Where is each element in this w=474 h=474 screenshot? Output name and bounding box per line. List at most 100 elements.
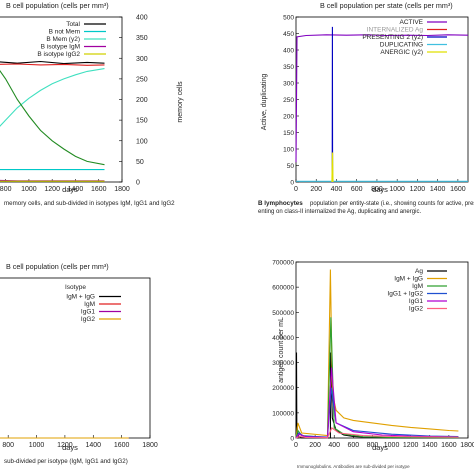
y-tick-label: 50: [287, 163, 295, 170]
chart-panel-3: 800 1000 1200 1400 1600 1800 B cell population…: [0, 262, 158, 465]
x-tick-label: 1000: [29, 442, 45, 449]
x-tick-label: 800: [0, 186, 12, 193]
series-line-total: [0, 60, 105, 65]
chart-title: B cell population (cells per mm³): [6, 262, 109, 271]
legend-label: IgG1: [409, 298, 423, 305]
y-tick-label: 700000: [272, 260, 294, 267]
y-tick-label: 250: [283, 97, 294, 104]
legend-label: IgM: [84, 301, 95, 308]
series-line-igg1: [295, 367, 459, 439]
x-tick-label: 1000: [384, 442, 400, 449]
legend-label: IgM: [412, 283, 423, 290]
y-tick-label: 500: [283, 15, 294, 22]
legend-label: B isotype IgM: [41, 44, 80, 51]
y-right-tick-label: 150: [136, 118, 148, 125]
y-right-tick-label: 400: [136, 15, 148, 22]
y-tick-label: 100: [283, 147, 294, 154]
x-tick-label: 400: [331, 186, 343, 193]
series-line-active: [295, 34, 469, 163]
caption-text-cont: enting on class-II internalized the Ag, …: [258, 209, 421, 215]
x-tick-label: 200: [310, 186, 322, 193]
chart-panel-4: 0 200 400 600 800 1000 1200 1400 1600 1800 0 100000…: [272, 260, 474, 470]
y-tick-label: 350: [283, 64, 294, 71]
x-tick-label: 1600: [450, 186, 466, 193]
x-tick-label: 1400: [430, 186, 446, 193]
x-tick-label: 1200: [44, 186, 60, 193]
y-right-tick-label: 300: [136, 56, 148, 63]
legend-label: IgM + IgG: [66, 294, 95, 301]
series-line-igg2: [295, 427, 459, 439]
x-tick-label: 1600: [114, 442, 130, 449]
legend-label: ANERGIC (y2): [380, 49, 423, 56]
y-axis-label: antigen count per mL: [278, 317, 285, 383]
x-tick-label: 1600: [91, 186, 107, 193]
x-tick-label: 1600: [441, 442, 457, 449]
y-tick-label: 500000: [272, 310, 294, 317]
caption-text: population per entity-state (i.e., showi…: [310, 201, 474, 207]
y-axis-label: Active, duplicating: [261, 74, 268, 131]
y-tick-label: 0: [290, 436, 294, 443]
x-tick-label: 600: [347, 442, 359, 449]
x-tick-label: 200: [309, 442, 321, 449]
x-tick-label: 1000: [21, 186, 37, 193]
legend-label: IgG2: [409, 306, 423, 313]
plot-area-frame: [295, 261, 469, 439]
chart-title: B cell population (cells per mm³): [6, 1, 109, 10]
chart-panel-2: 0 200 400 600 800 1000 1200 1400 1600 0 50 100 150 20…: [258, 1, 474, 215]
y-tick-label: 150: [283, 130, 294, 137]
y-right-tick-label: 350: [136, 35, 148, 42]
y-tick-label: 100000: [272, 410, 294, 417]
x-axis-label: days: [372, 443, 388, 452]
x-tick-label: 400: [328, 442, 340, 449]
series-line-unnamed-6: [0, 63, 105, 66]
x-tick-label: 800: [371, 186, 383, 193]
x-tick-label: 800: [2, 442, 14, 449]
caption-text: sub-divided per isotype (IgM, IgG1 and I…: [4, 458, 128, 465]
y-tick-label: 600000: [272, 285, 294, 292]
x-tick-label: 1000: [389, 186, 405, 193]
legend-label: Ag: [415, 268, 423, 275]
x-axis-label: days: [62, 443, 78, 452]
x-tick-label: 1200: [57, 442, 73, 449]
y-right-tick-label: 100: [136, 138, 148, 145]
legend-label: ACTIVE: [400, 19, 424, 26]
legend-label: PRESENTING 2 (y2): [362, 34, 423, 41]
x-axis-label: days: [62, 185, 78, 194]
y-right-axis-label: memory cells: [177, 81, 184, 123]
legend-label: B not Mem: [49, 29, 80, 36]
legend-label: DUPLICATING: [380, 42, 423, 49]
x-tick-label: 0: [294, 186, 298, 193]
legend-label: IgG1: [81, 309, 95, 316]
series-line-igm-igg: [295, 269, 459, 439]
y-right-tick-label: 250: [136, 76, 148, 83]
legend-label: IgM + IgG: [394, 276, 423, 283]
legend-label: IgG2: [81, 316, 95, 323]
y-right-tick-label: 200: [136, 97, 148, 104]
x-tick-label: 1800: [142, 442, 158, 449]
chart-panel-1: 800 1000 1200 1400 1600 1800 0 50 100 150 200 250 30…: [0, 1, 184, 207]
y-tick-label: 300000: [272, 360, 294, 367]
y-right-tick-label: 50: [136, 159, 144, 166]
y-tick-label: 400: [283, 48, 294, 55]
plot-area-frame: [0, 277, 151, 439]
caption-text: memory cells, and sub-divided in isotype…: [4, 200, 175, 207]
legend-label: B isotype IgG2: [37, 51, 80, 58]
y-tick-label: 300: [283, 81, 294, 88]
x-tick-label: 800: [367, 442, 379, 449]
plot-area-frame: [0, 16, 123, 183]
legend-label: IgG1 + IgG2: [387, 291, 423, 298]
y-tick-label: 450: [283, 31, 294, 38]
legend-label: B Mem (y2): [46, 36, 80, 43]
caption-bold: B lymphocytes: [258, 200, 303, 207]
x-tick-label: 1400: [85, 442, 101, 449]
series-line-b-mem-y2-: [0, 68, 105, 127]
y-tick-label: 400000: [272, 335, 294, 342]
x-tick-label: 1200: [410, 186, 426, 193]
y-tick-label: 0: [290, 180, 294, 187]
x-axis-label: days: [372, 185, 388, 194]
x-tick-label: 1800: [460, 442, 474, 449]
y-tick-label: 200: [283, 114, 294, 121]
y-tick-label: 200000: [272, 385, 294, 392]
x-tick-label: 600: [351, 186, 363, 193]
